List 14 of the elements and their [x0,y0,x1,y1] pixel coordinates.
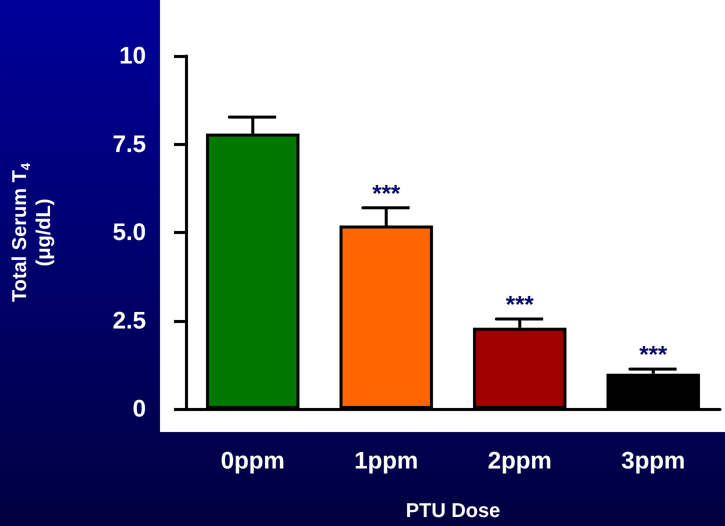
annotation: *** [639,342,668,369]
y-tick-label: 2.5 [112,307,146,334]
x-tick-label: 1ppm [354,448,418,474]
annotation: *** [372,180,401,208]
annotation: *** [506,291,534,318]
x-tick-label: 3ppm [621,448,686,474]
y-tick-label: 7.5 [112,130,146,158]
y-tick-label: 5.0 [112,219,146,246]
text: Total Serum T4 (μg/dL) [9,162,55,302]
y-tick-label: 10 [119,42,146,70]
x-tick-label: 0ppm [220,448,285,474]
x-axis-title: PTU Dose [406,500,500,522]
y-tick-label: 0 [132,396,146,422]
x-tick-label: 2ppm [488,448,552,474]
